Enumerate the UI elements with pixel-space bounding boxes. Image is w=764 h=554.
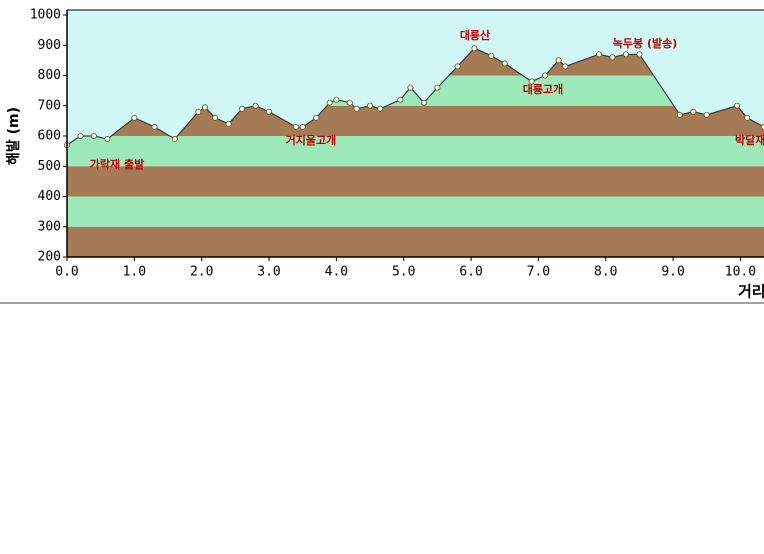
x-tick-label: 8.0	[594, 265, 617, 280]
data-point	[90, 132, 97, 139]
y-axis-label: 해발 (m)	[5, 107, 22, 165]
data-point	[488, 52, 495, 59]
x-tick-label: 9.0	[661, 265, 684, 280]
data-point	[501, 60, 508, 67]
data-point	[377, 105, 384, 112]
x-tick-label: 3.0	[257, 265, 280, 280]
x-tick-label: 10.0	[725, 265, 756, 280]
data-point	[266, 108, 273, 115]
data-point	[471, 45, 478, 52]
y-tick-label: 200	[38, 250, 61, 265]
annotation: 대룡고개	[523, 82, 563, 96]
data-point	[744, 114, 751, 121]
y-tick-label: 400	[38, 189, 61, 204]
data-point	[202, 104, 209, 111]
data-point	[528, 78, 535, 85]
data-point	[609, 54, 616, 61]
elevation-band	[67, 136, 764, 167]
data-point	[562, 63, 569, 70]
data-point	[622, 51, 629, 58]
y-tick-label: 800	[38, 68, 61, 83]
data-point	[195, 108, 202, 115]
x-tick-label: 2.0	[190, 265, 213, 280]
data-point	[77, 132, 84, 139]
x-tick-label: 4.0	[325, 265, 348, 280]
elevation-band	[67, 166, 764, 197]
data-point	[596, 51, 603, 58]
data-point	[353, 105, 360, 112]
data-point	[397, 96, 404, 103]
annotation: 박달재	[735, 133, 764, 147]
annotation: 거지울고개	[286, 133, 337, 147]
data-point	[542, 72, 549, 79]
data-point	[636, 51, 643, 58]
y-tick-label: 300	[38, 219, 61, 234]
data-point	[239, 105, 246, 112]
data-point	[225, 120, 232, 127]
data-point	[333, 96, 340, 103]
elevation-band	[67, 196, 764, 227]
data-point	[407, 84, 414, 91]
y-tick-label: 900	[38, 38, 61, 53]
data-point	[346, 99, 353, 106]
data-point	[676, 111, 683, 118]
x-axis-label: 거리	[738, 283, 764, 301]
x-tick-label: 0.0	[55, 265, 78, 280]
data-point	[734, 102, 741, 109]
data-point	[252, 102, 259, 109]
data-point	[434, 84, 441, 91]
elevation-band	[67, 226, 764, 257]
annotation: 녹두봉 (발송)	[613, 36, 677, 50]
data-point	[212, 114, 219, 121]
data-point	[326, 99, 333, 106]
data-point	[299, 123, 306, 130]
data-point	[761, 123, 764, 130]
x-tick-label: 7.0	[527, 265, 550, 280]
x-tick-label: 5.0	[392, 265, 415, 280]
data-point	[292, 123, 299, 130]
y-tick-label: 500	[38, 159, 61, 174]
data-point	[703, 111, 710, 118]
data-point	[690, 108, 697, 115]
data-point	[131, 114, 138, 121]
annotation: 가락재 출발	[90, 157, 144, 171]
y-tick-label: 700	[38, 98, 61, 113]
x-tick-label: 1.0	[123, 265, 146, 280]
data-point	[367, 102, 374, 109]
data-point	[151, 123, 158, 130]
data-point	[420, 99, 427, 106]
annotation: 대룡산	[460, 28, 490, 42]
data-point	[454, 63, 461, 70]
y-tick-label: 600	[38, 129, 61, 144]
data-point	[555, 57, 562, 64]
data-point	[171, 136, 178, 143]
x-tick-label: 6.0	[459, 265, 482, 280]
data-point	[104, 136, 111, 143]
data-point	[313, 114, 320, 121]
y-tick-label: 1000	[30, 8, 61, 23]
